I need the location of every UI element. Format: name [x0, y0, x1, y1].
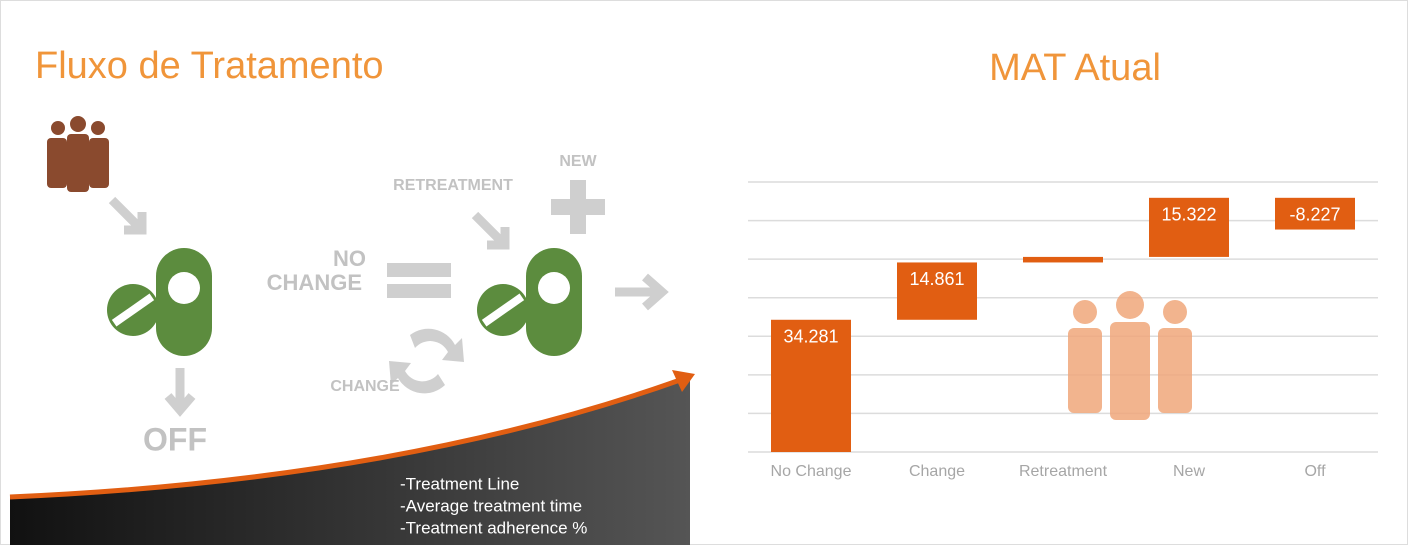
flow-label: RETREATMENT [393, 177, 513, 194]
x-tick-label: Off [1304, 463, 1326, 480]
bar [771, 319, 851, 452]
note: -Treatment adherence % [400, 518, 587, 537]
bar [1023, 256, 1103, 263]
flow-label: NO [333, 246, 366, 271]
x-tick-label: New [1173, 463, 1205, 480]
note: -Treatment Line [400, 474, 519, 493]
value-label: 34.281 [783, 327, 838, 347]
pill-icon [107, 248, 582, 356]
note: -Average treatment time [400, 496, 582, 515]
x-tick-label: Retreatment [1019, 463, 1108, 480]
value-label: 15.322 [1161, 205, 1216, 225]
bar [1149, 197, 1229, 257]
flow-label: CHANGE [267, 270, 362, 295]
dark-band [10, 378, 690, 545]
left-title: Fluxo de Tratamento [35, 45, 384, 87]
plot: 34.281 No Change 14.861 Change 1.437 Retreatm… [748, 181, 1378, 480]
flow-arrows [108, 196, 669, 417]
value-label: -8.227 [1289, 205, 1340, 225]
bar [1275, 197, 1355, 230]
value-label: 1.437 [1040, 264, 1085, 284]
people-watermark [1068, 291, 1192, 420]
flow-label: OFF [143, 421, 207, 457]
orange-curve [9, 377, 681, 500]
bar [897, 262, 977, 320]
chart-title: MAT Atual [989, 47, 1161, 89]
flow-label: CHANGE [330, 378, 400, 395]
x-tick-label: Change [909, 463, 965, 480]
arrow-head [672, 370, 695, 392]
symbols [387, 180, 605, 394]
x-tick-label: No Change [771, 463, 852, 480]
flow-label: NEW [559, 153, 597, 170]
people-icon [47, 116, 109, 192]
value-label: 14.861 [909, 269, 964, 289]
